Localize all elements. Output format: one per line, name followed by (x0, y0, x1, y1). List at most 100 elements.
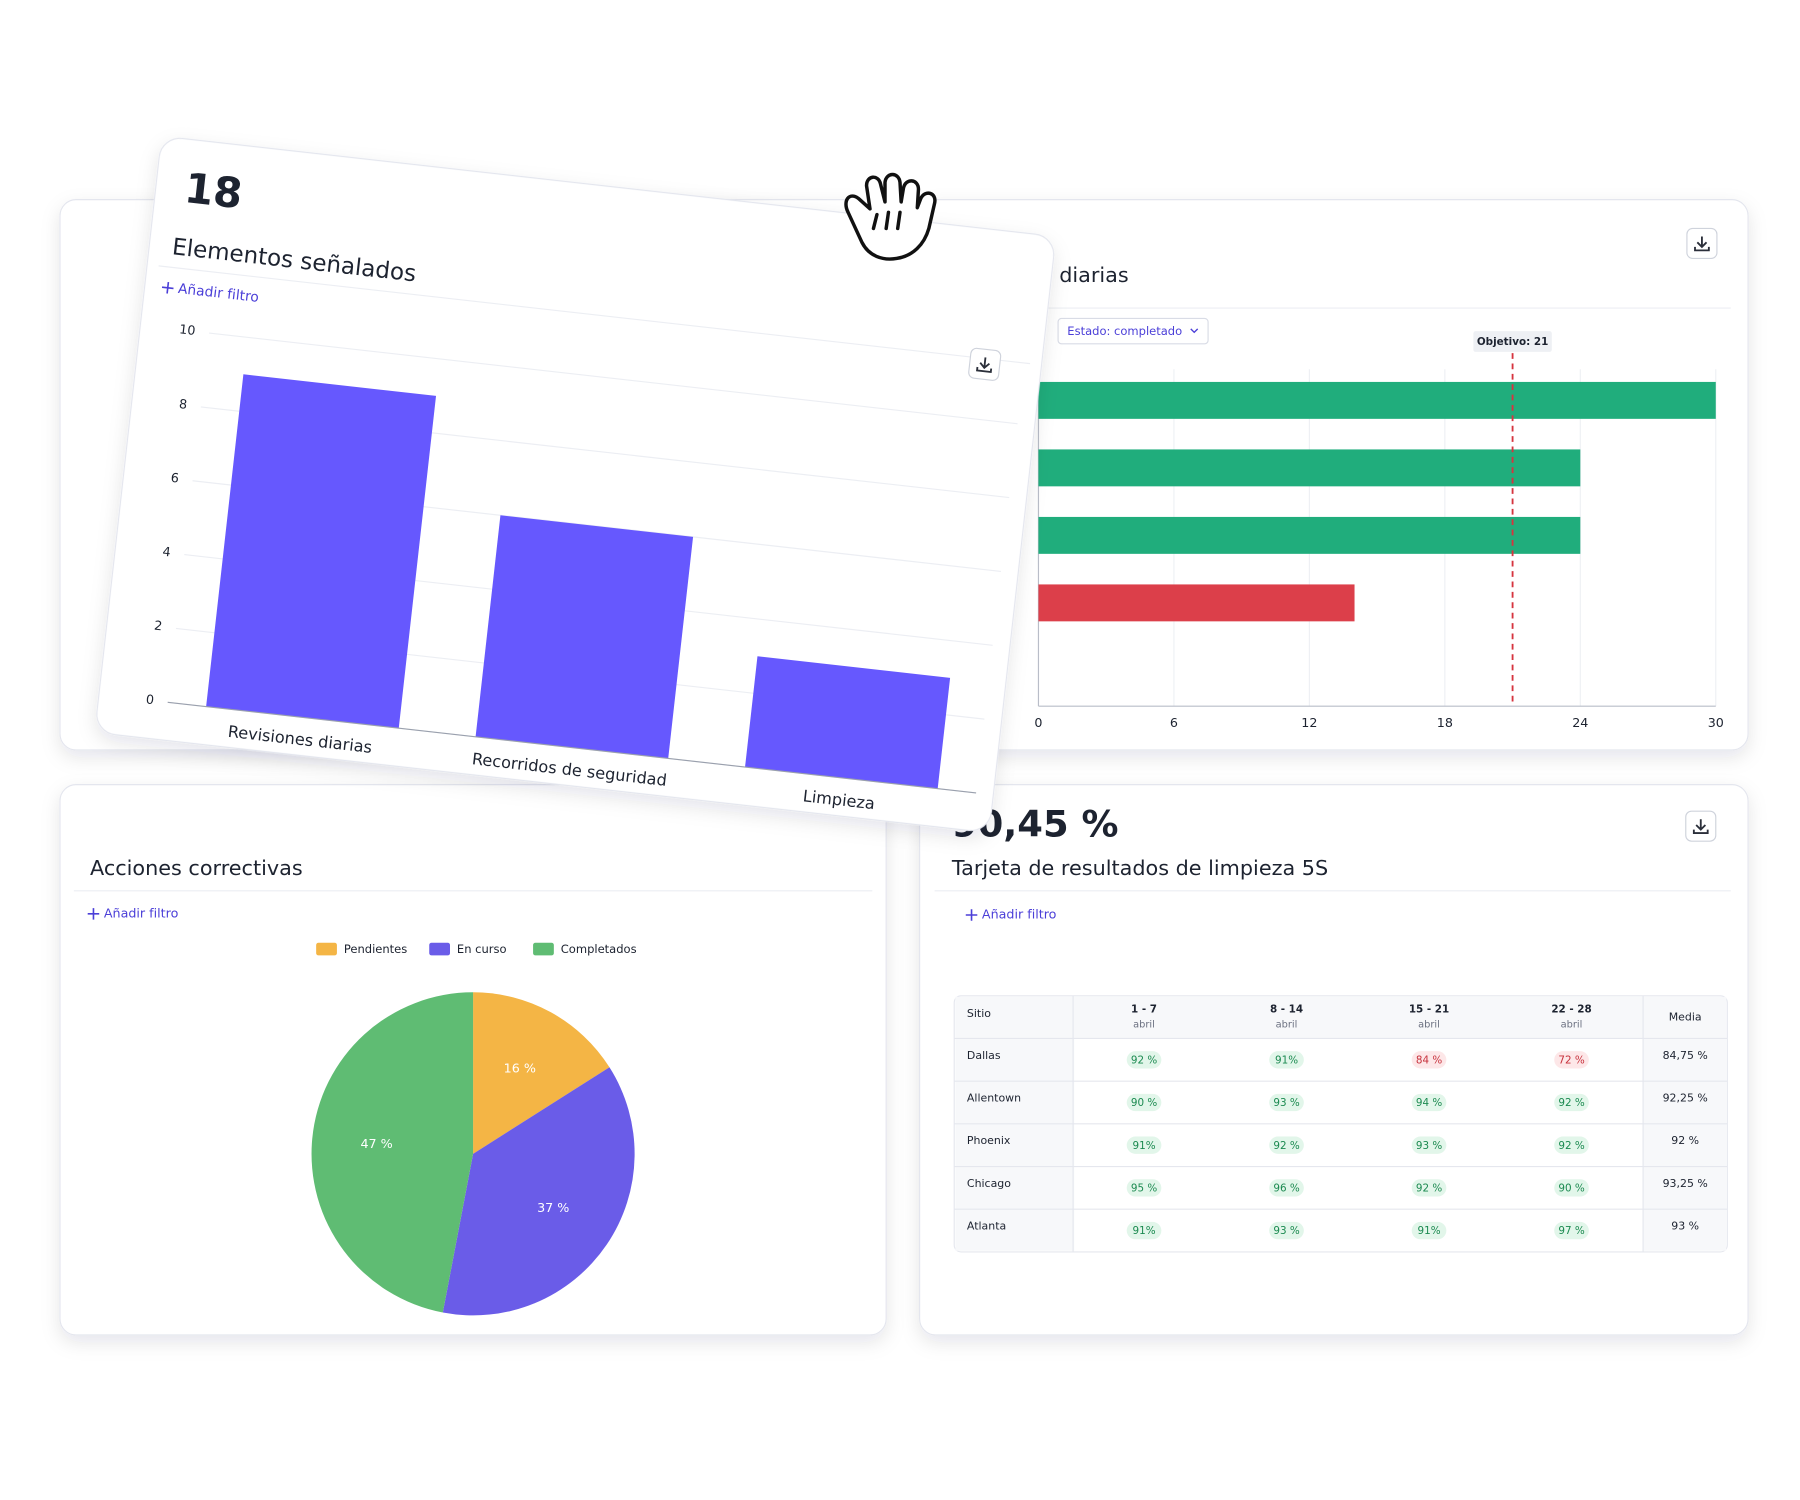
legend-swatch (316, 942, 337, 956)
column-header: Media (1669, 1011, 1702, 1024)
x-tick-label: 30 (1708, 715, 1724, 730)
x-tick-label: 0 (1034, 715, 1042, 730)
score: 92 % (1273, 1140, 1299, 1152)
score: 93 % (1416, 1140, 1442, 1152)
score-pill (1554, 1093, 1589, 1112)
score: 96 % (1273, 1182, 1299, 1194)
legend-swatch (533, 942, 554, 956)
score-pill (1269, 1221, 1304, 1240)
score-pill (1554, 1179, 1589, 1197)
score: 84 % (1416, 1054, 1442, 1066)
grab-cursor (844, 172, 937, 261)
download-icon (1692, 819, 1709, 834)
download-icon (1694, 236, 1710, 252)
column-header: 8 - 14 (1270, 1004, 1303, 1016)
column-header-sub: abril (1276, 1020, 1298, 1031)
score-pill (1126, 1179, 1162, 1197)
score: 90 % (1131, 1097, 1157, 1109)
site-name: Dallas (967, 1049, 1001, 1062)
x-axis (167, 701, 977, 794)
score-pill (1411, 1179, 1447, 1197)
column-header: 22 - 28 (1551, 1004, 1591, 1016)
legend-label: En curso (457, 942, 507, 956)
add-filter[interactable]: Añadir filtro (104, 905, 179, 920)
score-pill (1126, 1051, 1162, 1069)
score: 91% (1133, 1225, 1156, 1237)
mean-value: 92 % (1671, 1134, 1699, 1147)
score-pill (1269, 1051, 1304, 1069)
score-pill (1126, 1093, 1162, 1112)
score: 92 % (1416, 1182, 1442, 1194)
card-title: Tarjeta de resultados de limpieza 5S (951, 856, 1328, 880)
column-header: Sitio (967, 1007, 991, 1020)
y-tick-label: 8 (178, 396, 188, 412)
score-pill (1126, 1136, 1162, 1154)
column-header-sub: abril (1133, 1020, 1155, 1031)
pie-slice (473, 992, 610, 1154)
download-button[interactable] (1686, 227, 1718, 260)
mean-value: 93 % (1671, 1220, 1699, 1233)
score: 92 % (1131, 1054, 1157, 1066)
x-tick-label: 6 (1170, 715, 1178, 730)
score-pill (1411, 1051, 1447, 1069)
bar (1038, 584, 1355, 622)
score: 93 % (1273, 1225, 1299, 1237)
bar (1038, 381, 1716, 419)
score: 95 % (1131, 1182, 1157, 1194)
score-pill (1411, 1136, 1447, 1154)
card-title: diarias (1059, 263, 1128, 287)
mean-value: 93,25 % (1663, 1177, 1708, 1190)
score: 72 % (1558, 1054, 1584, 1066)
chevron (1190, 328, 1199, 334)
score: 92 % (1558, 1140, 1584, 1152)
site-name: Allentown (967, 1091, 1021, 1104)
score: 91% (1275, 1054, 1298, 1066)
mean-value: 92,25 % (1663, 1091, 1708, 1104)
score: 91% (1133, 1140, 1156, 1152)
y-tick-label: 4 (162, 544, 172, 560)
score-pill (1269, 1093, 1304, 1112)
score-pill (1554, 1051, 1589, 1069)
download-button[interactable] (968, 347, 1002, 381)
score: 92 % (1558, 1097, 1584, 1109)
y-tick-label: 0 (145, 691, 155, 707)
site-name: Chicago (967, 1177, 1011, 1190)
score-pill (1269, 1179, 1304, 1197)
column-header: 15 - 21 (1409, 1004, 1449, 1016)
legend-label: Completados (561, 942, 637, 956)
status-filter[interactable]: Estado: completado (1057, 317, 1209, 345)
x-tick-label: 12 (1301, 715, 1317, 730)
header-bg (955, 996, 1727, 1039)
y-tick-label: 2 (153, 618, 163, 634)
add-filter[interactable]: Añadir filtro (982, 907, 1057, 922)
filter-chip-label: Estado: completado (1067, 324, 1182, 338)
target-label-box (1473, 331, 1552, 352)
download-button[interactable] (1685, 810, 1717, 842)
kpi: 18 (182, 163, 245, 218)
column-header-sub: abril (1561, 1020, 1583, 1031)
bar (745, 656, 951, 789)
site-name: Atlanta (967, 1220, 1006, 1233)
bar (475, 515, 694, 759)
score: 93 % (1273, 1097, 1299, 1109)
y-tick-label: 6 (170, 470, 180, 486)
score-pill (1554, 1221, 1589, 1240)
score: 91% (1418, 1225, 1441, 1237)
score: 90 % (1558, 1182, 1584, 1194)
score: 94 % (1416, 1097, 1442, 1109)
pie-slice (442, 1067, 635, 1316)
x-tick-label: 24 (1572, 715, 1588, 730)
site-name: Phoenix (967, 1134, 1011, 1147)
mean-value: 84,75 % (1663, 1049, 1708, 1062)
column-header: 1 - 7 (1131, 1004, 1157, 1016)
target-label: Objetivo: 21 (1477, 336, 1548, 348)
score: 97 % (1558, 1225, 1584, 1237)
score-pill (1411, 1093, 1447, 1112)
plus-icon (87, 908, 100, 920)
pie-slice (311, 992, 474, 1313)
download-icon (976, 357, 993, 374)
slice-label: 37 % (537, 1200, 569, 1215)
separator (158, 265, 1031, 365)
score-pill (1554, 1136, 1589, 1154)
